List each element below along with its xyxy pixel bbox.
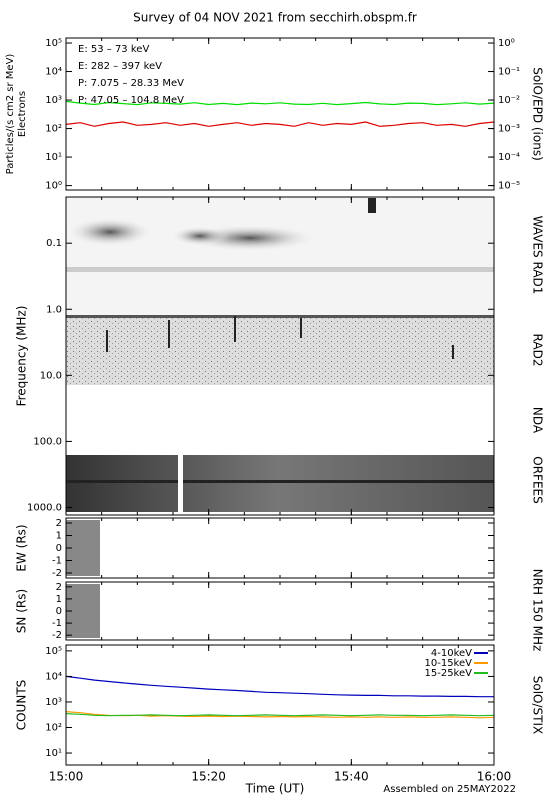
right-label: SolO/EPD (ions) [531,67,545,161]
x-tick-label: 15:00 [49,770,84,784]
right-label: NDA [531,407,545,434]
x-tick-label: 16:00 [477,770,512,784]
y2-tick-label: 10⁻⁵ [498,181,520,192]
y2-tick-label: 10⁻¹ [498,67,520,78]
y-tick-label: 10³ [45,95,62,106]
y-tick-label: 1.0 [46,304,62,315]
y-axis-label: COUNTS [15,680,29,731]
y-tick-label: 10¹ [45,748,62,759]
legend-label: P: 47.05 – 104.8 MeV [78,95,184,106]
y-tick-label: 0 [56,606,62,617]
legend-label: E: 53 – 73 keV [78,44,149,55]
y-tick-label: 1 [56,594,62,605]
x-tick-label: 15:20 [191,770,226,784]
footnote: Assembled on 25MAY2022 [383,784,516,795]
y-tick-label: 10⁵ [45,646,62,657]
spectrogram-image [65,197,494,512]
x-axis-label: Time (UT) [245,782,305,796]
y2-tick-label: 10⁻³ [498,124,520,135]
y-axis-label: Frequency (MHz) [15,306,29,407]
series-line [65,100,495,106]
legend-label: 10-15keV [425,658,473,669]
y-tick-label: 10⁵ [45,38,62,49]
y-tick-label: 10² [45,124,62,135]
series-line [65,675,494,698]
y-tick-label: 10¹ [45,152,62,163]
page-title: Survey of 04 NOV 2021 from secchirh.obsp… [133,11,417,25]
x-tick-label: 15:40 [334,770,369,784]
legend-label: P: 7.075 – 28.33 MeV [78,78,184,89]
panel-frame [65,517,495,579]
y-axis-label: EW (Rs) [15,524,29,571]
y-tick-label: 10³ [45,697,62,708]
y2-tick-label: 10⁰ [498,38,515,49]
right-label: NRH 150 MHz [531,569,545,652]
right-label: ORFEES [531,456,545,503]
y-tick-label: 10² [45,722,62,733]
y-tick-label: -1 [52,618,62,629]
y-tick-label: 100.0 [33,436,62,447]
y-tick-label: 10⁰ [45,181,62,192]
right-label: WAVES RAD1 [531,216,545,295]
y-tick-label: 10⁴ [45,67,62,78]
y-tick-label: 0.1 [46,238,62,249]
y-axis-label: Electrons [17,91,28,137]
y-tick-label: -2 [52,568,62,579]
y-tick-label: 10.0 [40,370,62,381]
right-label: SolO/STIX [531,676,545,735]
legend-label: 15-25keV [425,668,473,679]
y-tick-label: -1 [52,556,62,567]
y-tick-label: 10⁴ [45,671,62,682]
legend-label: 4-10keV [431,648,472,659]
y-axis-label: Particles/(s cm2 sr MeV) [5,54,16,175]
y-tick-label: 0 [56,543,62,554]
panel-frame [65,581,495,641]
y-tick-label: -2 [52,630,62,641]
y2-tick-label: 10⁻⁴ [498,152,520,163]
series-line [65,121,495,127]
y-tick-label: 1 [56,531,62,542]
y-tick-label: 1000.0 [27,502,62,513]
y-tick-label: 2 [56,582,62,593]
y-tick-label: 2 [56,518,62,529]
y2-tick-label: 10⁻² [498,95,520,106]
right-label: RAD2 [531,334,545,367]
series-line [65,713,495,717]
y-axis-label: SN (Rs) [15,589,29,633]
legend-label: E: 282 – 397 keV [78,61,162,72]
